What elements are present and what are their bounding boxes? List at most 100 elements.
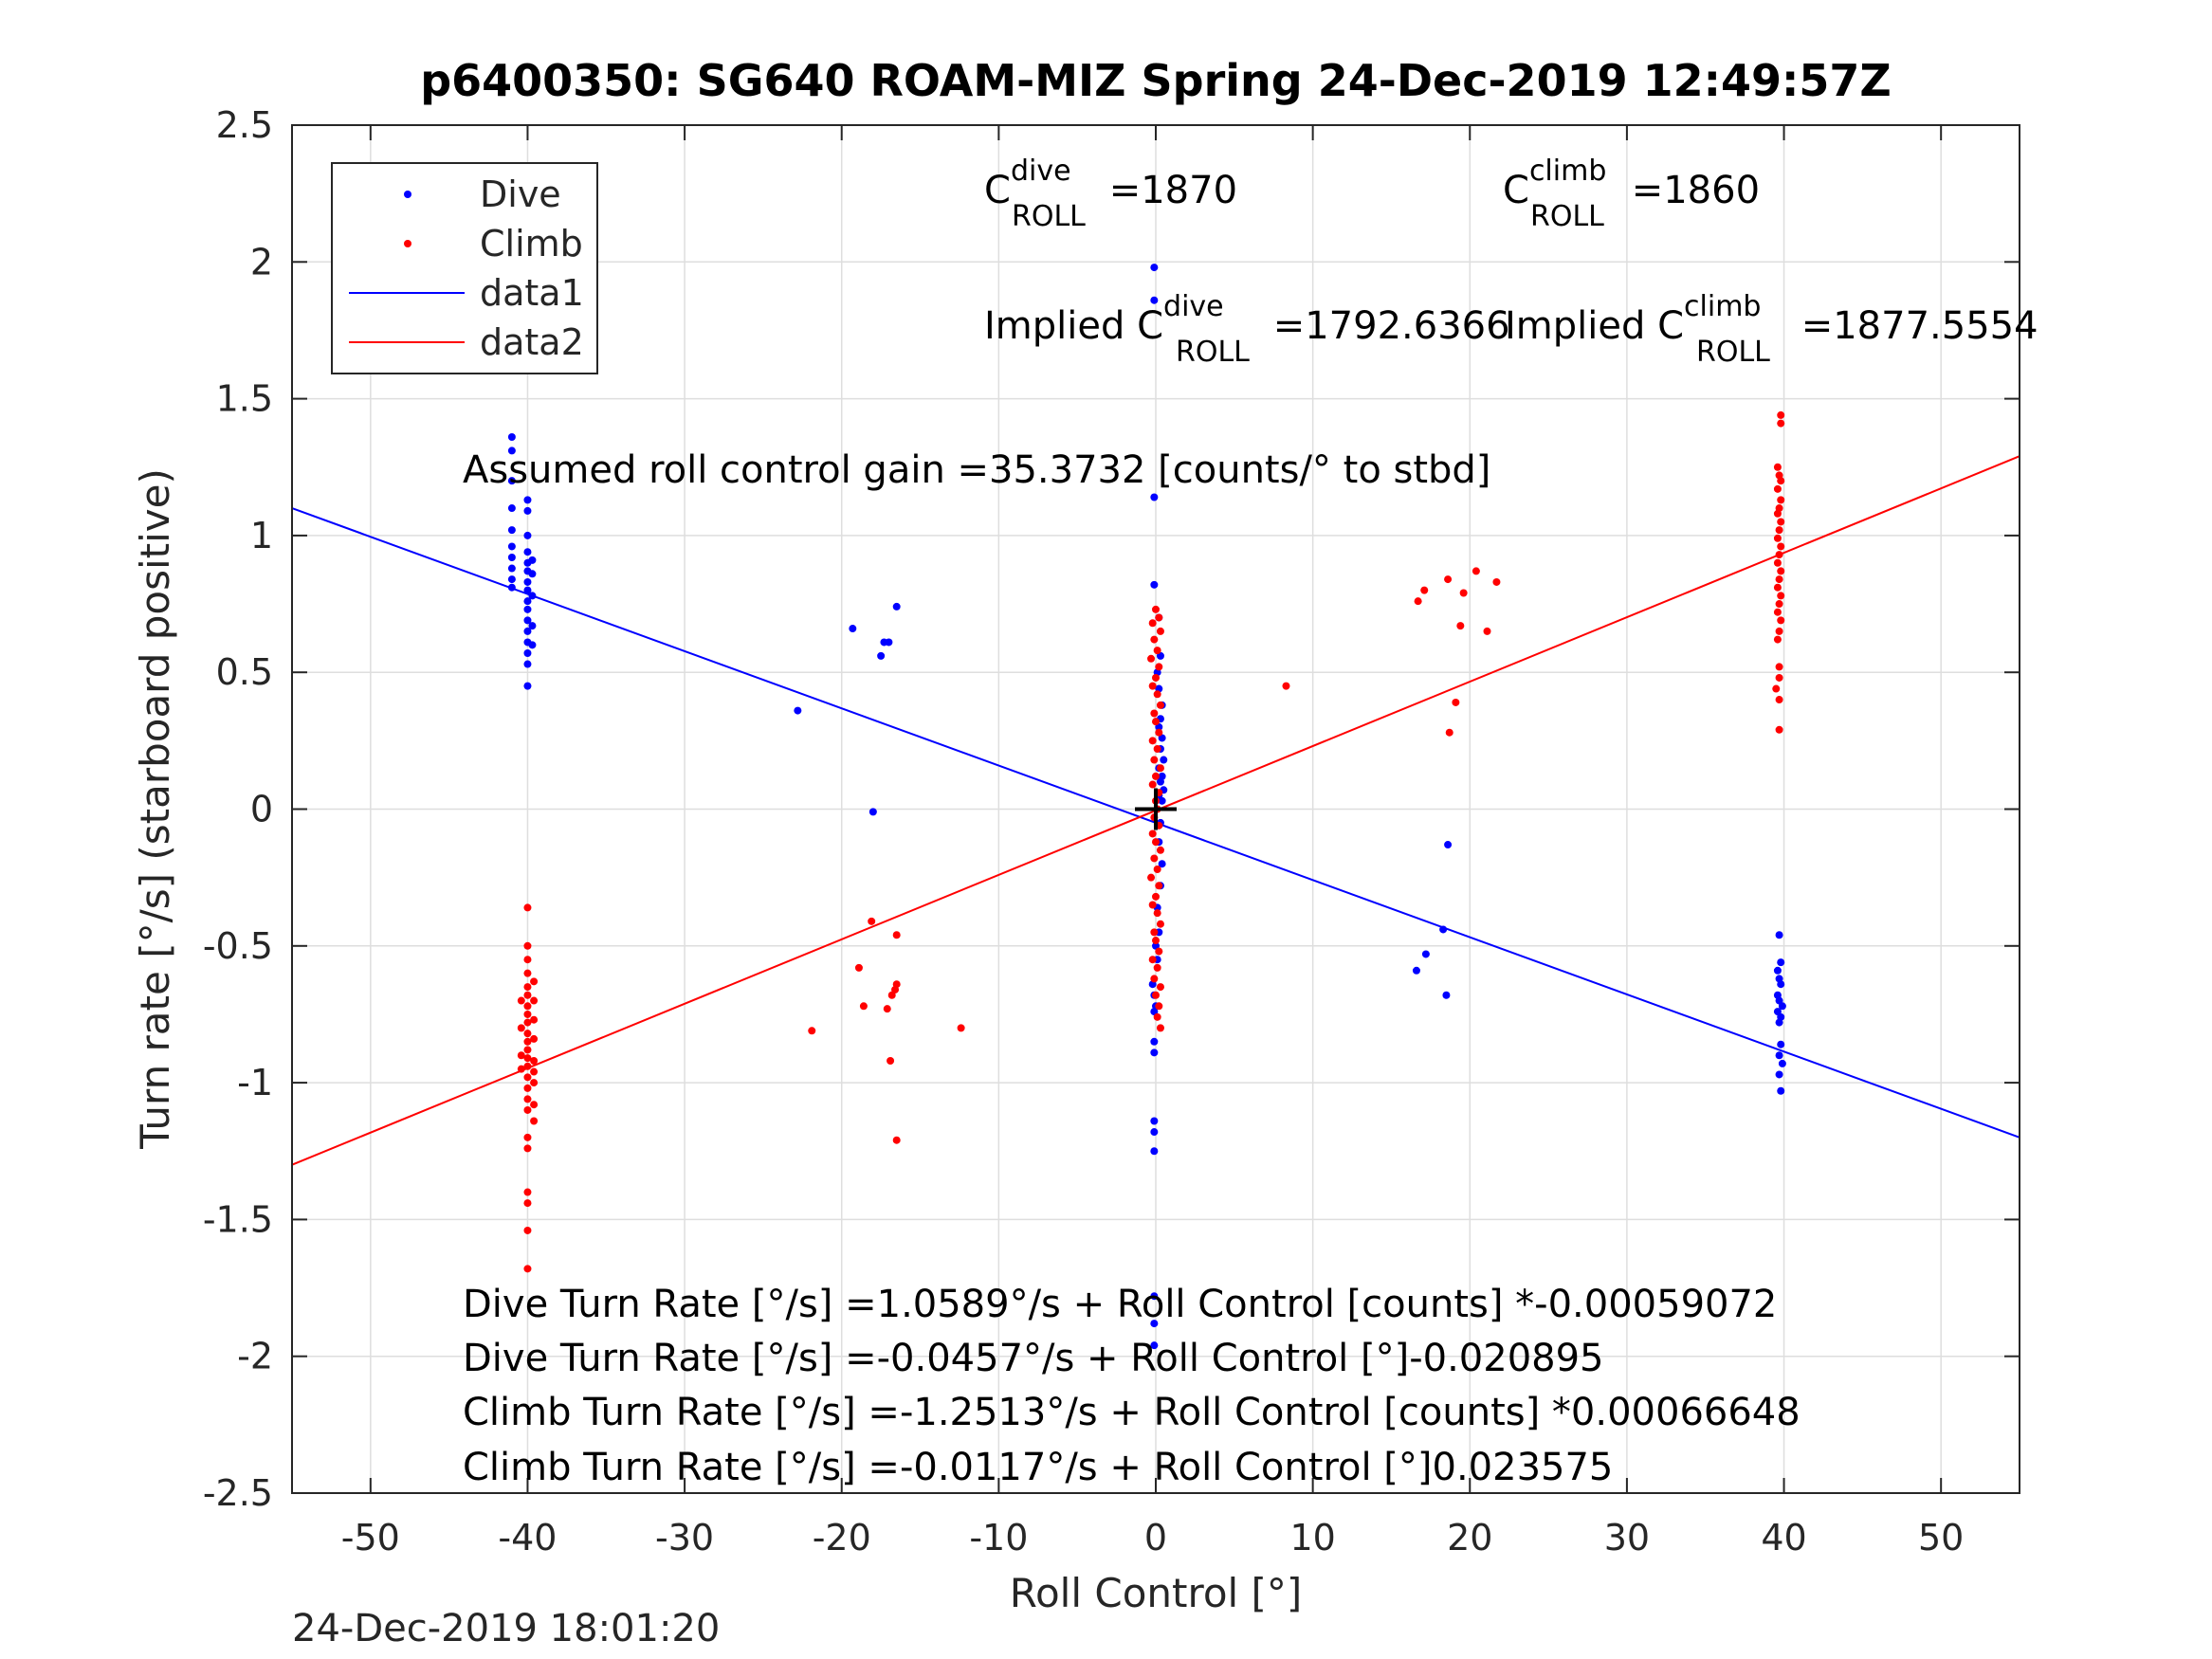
point-climb xyxy=(1773,484,1782,493)
point-dive xyxy=(523,586,532,594)
point-climb xyxy=(1156,701,1164,709)
point-dive xyxy=(523,660,532,668)
point-dive xyxy=(1778,1059,1786,1067)
legend-label: data1 xyxy=(480,272,584,314)
tick-marks xyxy=(292,124,2020,1494)
point-climb xyxy=(1152,772,1160,780)
point-climb xyxy=(523,991,532,999)
point-dive xyxy=(523,531,532,539)
legend-label: Dive xyxy=(480,173,561,215)
implied-dive-sub: ROLL xyxy=(1176,336,1250,369)
point-dive xyxy=(877,651,886,660)
y-tick-label: -0.5 xyxy=(203,925,273,967)
point-dive xyxy=(1777,1040,1785,1048)
point-climb xyxy=(1153,1012,1161,1021)
point-climb xyxy=(523,1062,532,1070)
point-climb xyxy=(1148,780,1157,789)
fit-climb-counts-annotation: Climb Turn Rate [°/s] =-1.2513°/s + Roll… xyxy=(463,1391,1801,1434)
point-climb xyxy=(1153,963,1161,972)
point-climb xyxy=(523,1105,532,1114)
point-dive xyxy=(507,504,516,513)
point-climb xyxy=(530,1015,539,1024)
point-dive xyxy=(849,625,857,633)
point-climb xyxy=(1775,627,1783,635)
point-climb xyxy=(1155,663,1163,671)
point-dive xyxy=(1777,958,1785,967)
point-climb xyxy=(1777,592,1785,600)
point-climb xyxy=(1420,586,1429,594)
point-climb xyxy=(1152,605,1160,613)
point-dive xyxy=(1778,1002,1786,1011)
point-climb xyxy=(530,1101,539,1109)
x-axis-label: Roll Control [°] xyxy=(1010,1570,1303,1616)
point-climb xyxy=(1452,698,1460,706)
point-climb xyxy=(1777,410,1785,419)
point-climb xyxy=(1156,1024,1164,1032)
point-climb xyxy=(523,1010,532,1018)
point-climb xyxy=(1150,928,1159,937)
point-climb xyxy=(523,1095,532,1103)
point-dive xyxy=(523,682,532,690)
point-dive xyxy=(523,577,532,586)
point-climb xyxy=(1773,463,1782,471)
point-dive xyxy=(507,564,516,573)
point-dive xyxy=(868,808,877,816)
point-climb xyxy=(523,1199,532,1208)
point-climb xyxy=(1492,577,1501,586)
point-climb xyxy=(808,1027,816,1035)
point-climb xyxy=(1153,909,1161,918)
point-climb xyxy=(1155,1002,1163,1011)
point-dive xyxy=(507,583,516,592)
x-tick-label: -10 xyxy=(969,1517,1028,1559)
point-dive xyxy=(1150,264,1159,272)
implied-dive-prefix: Implied C xyxy=(984,304,1163,348)
point-dive xyxy=(523,506,532,515)
point-dive xyxy=(523,627,532,635)
point-climb xyxy=(517,1065,525,1073)
point-dive xyxy=(1439,925,1448,934)
point-climb xyxy=(523,983,532,992)
y-tick-label: -1.5 xyxy=(203,1198,273,1240)
point-climb xyxy=(523,1046,532,1054)
data-points xyxy=(507,264,1786,1350)
point-climb xyxy=(523,941,532,950)
point-climb xyxy=(1456,622,1465,630)
point-dive xyxy=(1775,931,1783,939)
roll-gain-annotation: Assumed roll control gain =35.3732 [coun… xyxy=(463,448,1490,492)
point-dive xyxy=(528,592,537,600)
point-dive xyxy=(523,616,532,625)
point-dive xyxy=(1442,991,1451,999)
point-dive xyxy=(1777,1086,1785,1095)
point-climb xyxy=(1155,947,1163,956)
point-climb xyxy=(1152,673,1160,682)
c-roll-climb-label: Cclimb ROLL =1860 xyxy=(1503,155,1760,233)
point-climb xyxy=(1152,838,1160,847)
point-climb xyxy=(859,1002,868,1011)
point-climb xyxy=(1777,477,1785,485)
point-dive xyxy=(523,496,532,504)
x-tick-label: 10 xyxy=(1289,1517,1335,1559)
point-climb xyxy=(1775,725,1783,734)
implied-climb-sup: climb xyxy=(1684,290,1761,323)
y-tick-label: 1.5 xyxy=(216,378,273,420)
y-tick-label: 2 xyxy=(250,241,273,283)
point-climb xyxy=(1148,830,1157,838)
legend-box xyxy=(331,162,598,374)
point-climb xyxy=(1777,567,1785,575)
point-climb xyxy=(1150,635,1159,644)
point-dive xyxy=(528,556,537,564)
point-dive xyxy=(1150,1048,1159,1057)
point-dive xyxy=(1158,860,1166,868)
point-climb xyxy=(1777,616,1785,625)
fit-climb-degrees-annotation: Climb Turn Rate [°/s] =-0.0117°/s + Roll… xyxy=(463,1446,1613,1489)
point-dive xyxy=(892,602,901,611)
point-dive xyxy=(1150,1320,1159,1328)
point-climb xyxy=(523,1002,532,1011)
point-climb xyxy=(523,1030,532,1038)
c-roll-dive-prefix: C xyxy=(984,169,1011,212)
point-climb xyxy=(1772,684,1781,693)
y-tick-label: 2.5 xyxy=(216,104,273,146)
point-climb xyxy=(1150,756,1159,764)
point-climb xyxy=(1472,567,1480,575)
point-climb xyxy=(1775,575,1783,584)
